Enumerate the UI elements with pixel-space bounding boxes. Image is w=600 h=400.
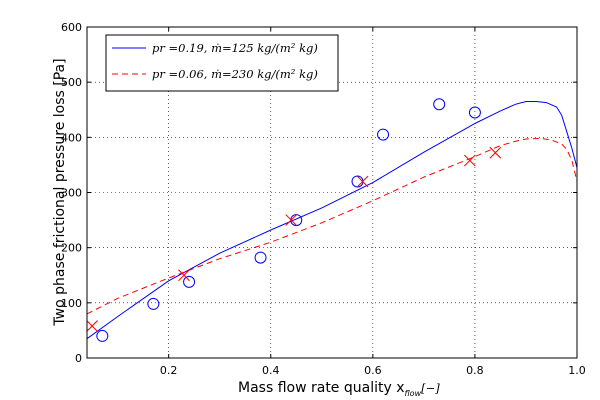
y-tick-label: 500: [61, 76, 82, 89]
x-marker-stroke: [356, 175, 369, 188]
x-tick-label: 0.2: [160, 364, 178, 377]
x-axis-label: Mass flow rate quality xflow[−]: [238, 380, 440, 398]
series-1-point: [377, 128, 390, 141]
x-tick-label: 1.0: [568, 364, 586, 377]
x-axis-label-main: Mass flow rate quality x: [238, 380, 405, 396]
legend: pr =0.19, ṁ=125 kg/(m² kg) pr =0.06, ṁ=2…: [105, 34, 339, 92]
y-tick-label: 300: [61, 187, 82, 200]
x-tick-label: 0.6: [364, 364, 382, 377]
y-axis-label: Two phase frictional pressure loss [Pa]: [52, 58, 68, 326]
y-tick-label: 100: [61, 297, 82, 310]
y-tick-label: 600: [61, 21, 82, 34]
grid: [87, 27, 577, 358]
series-1-point: [468, 106, 481, 119]
series-2-point: [285, 214, 298, 226]
series-2-point: [356, 175, 369, 188]
series-2-point: [86, 320, 98, 332]
y-tick-label: 0: [75, 352, 82, 365]
x-axis-label-subscript: flow: [405, 389, 422, 398]
y-tick-label: 400: [61, 131, 82, 144]
series-2-point: [489, 146, 502, 159]
series-1-point: [96, 329, 109, 342]
x-marker-stroke: [285, 214, 298, 226]
legend-box: [105, 34, 339, 92]
x-marker-stroke: [86, 320, 98, 332]
series-1-point: [433, 98, 446, 111]
series-2-curve: [86, 137, 578, 315]
y-tick-label: 200: [61, 242, 82, 255]
x-marker-stroke: [178, 269, 190, 282]
x-tick-label: 0.4: [262, 364, 280, 377]
series-2-point: [178, 269, 190, 282]
x-marker-stroke: [463, 154, 476, 167]
series-1-curve: [86, 101, 578, 340]
legend-label-series-1: pr =0.19, ṁ=125 kg/(m² kg): [152, 41, 318, 55]
series-1-point: [254, 251, 267, 264]
ticks: 0.2 0.4 0.6 0.8 1.0 0 100 200 300 400 500 600: [61, 21, 586, 377]
x-marker-stroke: [489, 146, 502, 159]
series-2-point: [463, 154, 476, 167]
series-1-point: [183, 275, 196, 288]
series-layer: [86, 98, 578, 342]
legend-label-series-2: pr =0.06, ṁ=230 kg/(m² kg): [152, 67, 318, 81]
series-1-point: [351, 175, 364, 188]
x-tick-label: 0.8: [466, 364, 484, 377]
series-1-point: [290, 214, 303, 227]
x-axis-label-unit: [−]: [421, 381, 440, 395]
series-1-point: [147, 297, 160, 310]
